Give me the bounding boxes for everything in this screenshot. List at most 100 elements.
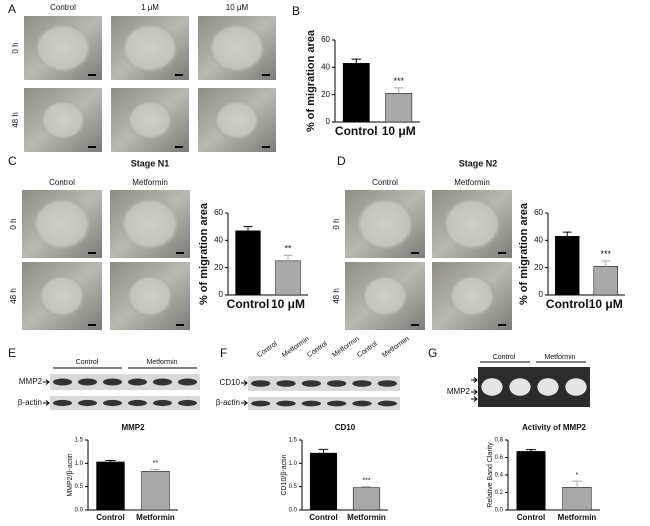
wound-area <box>448 274 496 318</box>
y-tick-label: 60 <box>534 208 543 217</box>
column-label: Metformin <box>454 178 490 187</box>
group-label: Metformin <box>146 359 177 366</box>
bar <box>275 260 301 296</box>
bar <box>352 487 381 511</box>
blot <box>50 396 200 410</box>
x-tick-label: Control <box>546 297 589 311</box>
y-tick-label: 0.5 <box>289 484 298 490</box>
bar <box>555 235 580 296</box>
band-label: β-actin <box>216 398 240 407</box>
y-tick-label: 0 <box>539 290 544 299</box>
band <box>481 378 503 396</box>
chart-title: Activity of MMP2 <box>522 423 587 432</box>
band <box>537 378 559 396</box>
error-bar <box>318 448 329 454</box>
wound-area <box>126 274 174 318</box>
arrow <box>471 389 478 395</box>
y-tick-label: 1.5 <box>75 438 84 444</box>
bar <box>235 230 261 296</box>
bar <box>516 451 546 511</box>
error-bar <box>562 231 572 237</box>
error-bar <box>105 460 116 462</box>
band <box>276 400 296 407</box>
wound-area <box>31 196 93 252</box>
bar <box>309 452 338 511</box>
x-tick-label: Control <box>517 513 545 522</box>
y-tick-label: 40 <box>321 62 330 71</box>
arrow <box>471 396 478 402</box>
band <box>103 378 122 386</box>
wound-area <box>38 274 86 318</box>
significance-label: *** <box>600 249 611 259</box>
wound-area <box>207 22 267 74</box>
column-label: Control <box>49 178 75 187</box>
column-label: 10 μM <box>226 3 249 12</box>
wound-area <box>361 274 409 318</box>
y-tick-label: 20 <box>534 263 543 272</box>
x-tick-label: Control <box>96 513 124 522</box>
band-label: MMP2 <box>19 377 43 386</box>
band <box>301 400 321 407</box>
row-label: 0 h <box>332 218 341 229</box>
wound-area <box>126 99 174 141</box>
panel-letter: G <box>428 346 437 360</box>
x-tick-label: Control <box>227 297 270 311</box>
band <box>128 378 147 386</box>
wound-area <box>354 196 416 252</box>
band <box>128 399 147 407</box>
significance-label: * <box>576 472 579 479</box>
y-tick-label: 60 <box>321 35 330 44</box>
panel-letter: A <box>8 2 16 16</box>
significance-label: ** <box>284 244 292 254</box>
band <box>178 399 197 407</box>
lane-label: Control <box>306 340 329 359</box>
y-axis-label: % of migration area <box>305 29 317 132</box>
band <box>103 399 122 407</box>
wound-area <box>33 22 93 74</box>
error-bar <box>243 226 253 231</box>
error-bar <box>601 260 611 267</box>
y-tick-label: 0.0 <box>75 508 84 514</box>
row-label: 48 h <box>332 288 341 304</box>
y-axis-label: % of migration area <box>518 202 530 305</box>
y-tick-label: 1.5 <box>289 438 298 444</box>
x-tick-label: Control <box>335 124 378 138</box>
band <box>276 380 296 387</box>
panel-letter: F <box>220 346 227 360</box>
row-label: 48 h <box>11 112 20 128</box>
band <box>565 378 587 396</box>
error-bar <box>394 87 404 94</box>
bar <box>141 471 170 511</box>
bar <box>562 487 592 511</box>
panel-letter: B <box>292 4 300 18</box>
band <box>251 380 271 387</box>
band <box>327 400 347 407</box>
y-tick-label: 0 <box>326 117 331 126</box>
band <box>178 378 197 386</box>
y-tick-label: 20 <box>214 263 223 272</box>
bar <box>342 62 370 123</box>
y-tick-label: 20 <box>321 90 330 99</box>
band <box>53 399 72 407</box>
error-bar <box>351 58 361 64</box>
error-bar <box>150 468 161 472</box>
x-tick-label: 10 μM <box>382 124 416 138</box>
group-label: Metformin <box>544 354 575 361</box>
panel-title: Stage N2 <box>459 158 498 168</box>
row-label: 48 h <box>9 288 18 304</box>
lane-label: Metformin <box>381 336 411 360</box>
column-label: Control <box>50 3 76 12</box>
band-label: CD10 <box>220 378 241 387</box>
wound-area <box>119 196 181 252</box>
x-tick-label: Metformin <box>136 513 175 522</box>
band <box>251 400 271 407</box>
arrow <box>43 379 50 385</box>
band <box>78 378 97 386</box>
arrow <box>471 377 478 383</box>
x-tick-label: Metformin <box>347 513 386 522</box>
band <box>352 380 372 387</box>
bar <box>96 461 125 511</box>
band <box>153 378 172 386</box>
wound-area <box>39 99 87 141</box>
